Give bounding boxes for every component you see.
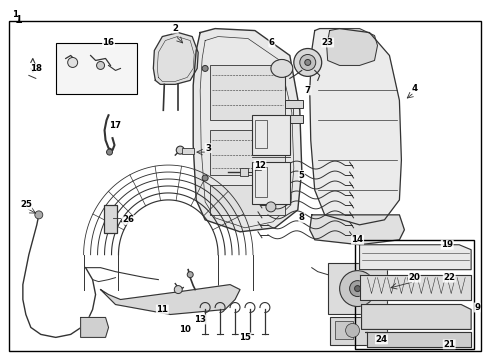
Text: 15: 15 bbox=[239, 333, 251, 342]
Text: 16: 16 bbox=[102, 38, 115, 47]
Bar bbox=[182, 148, 194, 154]
Circle shape bbox=[68, 58, 77, 67]
Polygon shape bbox=[327, 28, 377, 66]
Circle shape bbox=[106, 149, 113, 155]
Circle shape bbox=[305, 59, 311, 66]
Polygon shape bbox=[362, 305, 471, 329]
Text: 1: 1 bbox=[12, 10, 18, 19]
Text: 14: 14 bbox=[351, 235, 364, 244]
Bar bbox=[335, 321, 353, 339]
Circle shape bbox=[300, 54, 316, 71]
Bar bbox=[285, 115, 303, 123]
Text: 3: 3 bbox=[205, 144, 211, 153]
Polygon shape bbox=[193, 28, 302, 232]
Polygon shape bbox=[310, 215, 404, 245]
Bar bbox=[328, 263, 388, 315]
Text: 7: 7 bbox=[305, 86, 311, 95]
Ellipse shape bbox=[271, 59, 293, 77]
Text: 23: 23 bbox=[321, 38, 334, 47]
Text: 5: 5 bbox=[299, 171, 305, 180]
Bar bbox=[210, 130, 285, 175]
Text: 18: 18 bbox=[30, 64, 42, 73]
Text: 13: 13 bbox=[194, 315, 206, 324]
Bar bbox=[255, 120, 267, 148]
Bar bbox=[56, 42, 137, 94]
Text: 22: 22 bbox=[443, 273, 455, 282]
Bar bbox=[210, 66, 285, 120]
Circle shape bbox=[202, 66, 208, 71]
Bar bbox=[252, 162, 290, 204]
Polygon shape bbox=[310, 28, 401, 225]
Bar bbox=[252, 115, 290, 155]
Bar bbox=[330, 318, 388, 345]
Circle shape bbox=[340, 271, 375, 306]
Text: 17: 17 bbox=[109, 121, 122, 130]
Circle shape bbox=[35, 211, 43, 219]
Circle shape bbox=[294, 49, 322, 76]
Text: 2: 2 bbox=[172, 24, 178, 33]
Text: 8: 8 bbox=[299, 213, 305, 222]
Text: 21: 21 bbox=[443, 340, 455, 349]
Polygon shape bbox=[100, 285, 240, 315]
Text: 26: 26 bbox=[122, 215, 134, 224]
Text: 6: 6 bbox=[269, 38, 275, 47]
Circle shape bbox=[349, 280, 366, 297]
Circle shape bbox=[174, 285, 182, 293]
Bar bbox=[210, 185, 285, 215]
Text: 10: 10 bbox=[179, 325, 191, 334]
Text: 19: 19 bbox=[441, 240, 453, 249]
Text: 20: 20 bbox=[408, 273, 420, 282]
Text: 25: 25 bbox=[20, 201, 32, 210]
Circle shape bbox=[176, 146, 184, 154]
Circle shape bbox=[97, 62, 104, 69]
Circle shape bbox=[187, 272, 193, 278]
Polygon shape bbox=[360, 245, 471, 270]
Text: 12: 12 bbox=[254, 161, 266, 170]
Text: 11: 11 bbox=[156, 305, 169, 314]
Bar bbox=[240, 168, 248, 176]
Text: 4: 4 bbox=[411, 84, 417, 93]
Circle shape bbox=[355, 285, 361, 292]
Circle shape bbox=[345, 323, 360, 337]
Polygon shape bbox=[365, 332, 471, 347]
Bar bbox=[103, 205, 118, 233]
Text: 24: 24 bbox=[375, 335, 388, 344]
Circle shape bbox=[202, 175, 208, 181]
Text: 1: 1 bbox=[15, 15, 23, 24]
Circle shape bbox=[280, 175, 286, 181]
Bar bbox=[355, 240, 474, 349]
Circle shape bbox=[280, 66, 286, 71]
Polygon shape bbox=[153, 32, 198, 84]
Polygon shape bbox=[360, 275, 471, 300]
Bar bbox=[285, 100, 303, 108]
Polygon shape bbox=[81, 318, 108, 337]
Circle shape bbox=[266, 202, 276, 212]
Bar bbox=[255, 167, 267, 197]
Text: 9: 9 bbox=[474, 303, 480, 312]
